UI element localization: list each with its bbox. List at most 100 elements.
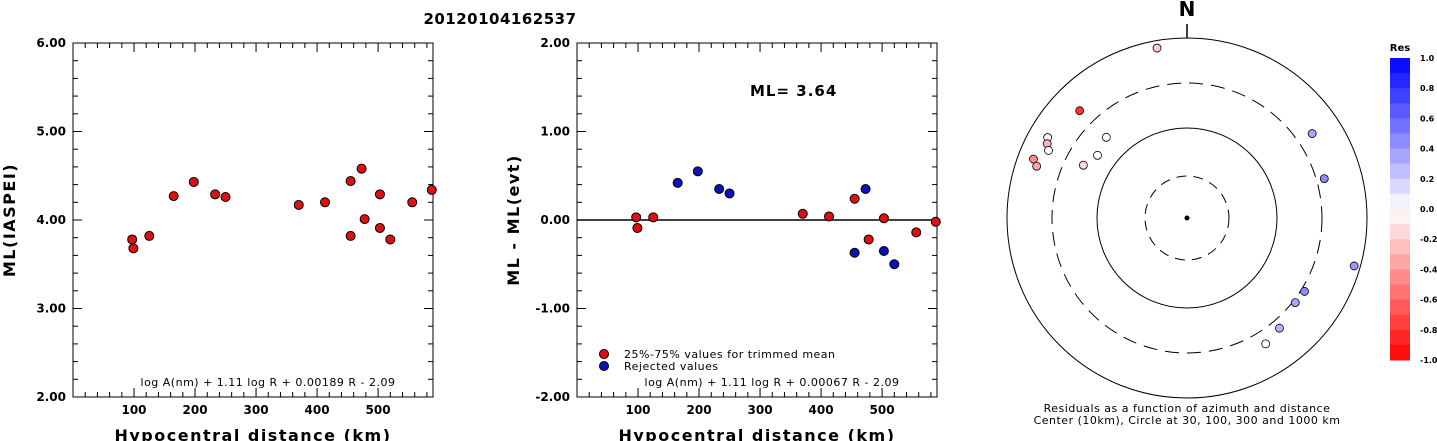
- colorbar-tick-labels: 1.0 0.8 0.6 0.4 0.2 0.0 -0.2 -0.4 -0.6 -0.8 -1.0: [1420, 54, 1437, 365]
- ml-value-label: ML= 3.64: [750, 82, 837, 100]
- x-axis-label: Hypocentral distance (km): [114, 426, 391, 441]
- chart-title: 20120104162537: [423, 10, 576, 28]
- data-point: [889, 259, 900, 270]
- data-point: [714, 184, 725, 195]
- y-tick-label: 0.00: [540, 213, 570, 227]
- axis-ticks: [73, 43, 433, 397]
- data-points: [631, 166, 941, 270]
- colorbar-tick-label: -1.0: [1420, 356, 1437, 365]
- data-point: [293, 199, 304, 210]
- data-point: [407, 197, 418, 208]
- colorbar-cell: [1390, 193, 1410, 210]
- colorbar-cell: [1390, 254, 1410, 270]
- y-tick-label: 2.00: [540, 36, 570, 50]
- data-point: [860, 184, 871, 195]
- colorbar-tick-label: 0.2: [1420, 175, 1434, 184]
- data-point: [863, 234, 874, 245]
- ring-30km: [1144, 175, 1230, 261]
- colorbar-title: Res: [1390, 43, 1410, 54]
- station-point: [1029, 154, 1038, 164]
- formula-label: log A(nm) + 1.11 log R + 0.00189 R - 2.0…: [141, 376, 396, 389]
- colorbar-cell: [1390, 148, 1410, 165]
- data-point: [724, 188, 735, 199]
- legend: 25%-75% values for trimmed mean Rejected…: [599, 348, 836, 373]
- station-point: [1101, 132, 1111, 142]
- y-tick-label: 4.00: [36, 213, 66, 227]
- y-tick-label: 2.00: [36, 390, 66, 404]
- data-point: [426, 184, 437, 195]
- colorbar-cell: [1390, 103, 1410, 119]
- station-point: [1032, 161, 1042, 171]
- data-points: [127, 163, 437, 254]
- data-point: [824, 211, 834, 222]
- colorbar-tick-label: 1.0: [1420, 54, 1435, 63]
- data-point: [220, 191, 231, 202]
- x-tick-label: 100: [121, 403, 146, 417]
- panel-ml-residual: 100 200 300 400 500 -2.00 -1.00 0.00 1.00 2.00 Hy…: [504, 36, 941, 441]
- y-tick-label: 1.00: [540, 125, 570, 139]
- data-point: [374, 222, 385, 233]
- station-point: [1093, 150, 1102, 160]
- data-point: [385, 234, 396, 245]
- y-axis-label: ML(IASPEI): [0, 163, 19, 277]
- legend-label-rejected: Rejected values: [624, 360, 719, 373]
- data-point: [797, 208, 808, 219]
- colorbar-tick-label: 0.6: [1420, 114, 1435, 123]
- data-point: [648, 212, 659, 223]
- plot-frame: [72, 42, 434, 398]
- data-point: [878, 245, 889, 256]
- station-point: [1290, 298, 1300, 307]
- colorbar-tick-label: -0.2: [1420, 235, 1437, 244]
- ring-100km: [1096, 127, 1278, 309]
- axis-ticks: [577, 43, 937, 397]
- colorbar-cell: [1390, 224, 1410, 240]
- colorbar-tick-label: -0.4: [1420, 265, 1437, 274]
- colorbar-cell: [1390, 344, 1410, 361]
- data-point: [374, 189, 385, 200]
- station-point: [1349, 261, 1359, 271]
- colorbar-cell: [1390, 163, 1410, 180]
- data-point: [930, 216, 941, 227]
- data-point: [320, 197, 330, 208]
- x-tick-label: 200: [687, 403, 712, 417]
- colorbar-cell: [1390, 88, 1410, 104]
- data-point: [359, 214, 370, 225]
- x-tick-label: 400: [305, 403, 330, 417]
- polar-caption-line2: Center (10km), Circle at 30, 100, 300 an…: [1034, 414, 1341, 427]
- colorbar-tick-label: -0.8: [1420, 326, 1437, 335]
- x-tick-label: 500: [366, 403, 391, 417]
- legend-label-trimmed: 25%-75% values for trimmed mean: [624, 348, 836, 361]
- colorbar-cell: [1390, 269, 1410, 285]
- data-point: [849, 193, 860, 204]
- x-tick-label: 400: [809, 403, 834, 417]
- x-tick-label: 100: [625, 403, 650, 417]
- y-tick-label: 3.00: [36, 302, 66, 316]
- data-point: [692, 166, 703, 177]
- panel-ml-iaspei: 100 200 300 400 500 2.00 3.00 4.00 5.00 6.00 Hypo…: [0, 36, 437, 441]
- panel-azimuth-residuals: N Residuals as a function of azimuth and…: [1006, 0, 1368, 427]
- data-point: [210, 189, 221, 200]
- colorbar-cell: [1390, 58, 1410, 74]
- data-point: [911, 227, 922, 238]
- data-point: [632, 222, 643, 233]
- station-point: [1275, 323, 1284, 333]
- station-point: [1075, 106, 1085, 116]
- x-tick-label: 300: [748, 403, 773, 417]
- station-point: [1044, 146, 1053, 155]
- station-point: [1319, 174, 1329, 184]
- data-point: [878, 213, 889, 224]
- colorbar-tick-label: -0.6: [1420, 296, 1437, 305]
- data-point: [849, 247, 860, 258]
- polar-caption-line1: Residuals as a function of azimuth and d…: [1044, 402, 1331, 415]
- north-label: N: [1179, 0, 1196, 21]
- station-points: [1029, 43, 1359, 349]
- y-axis-label: ML - ML(evt): [504, 154, 523, 286]
- colorbar-cell: [1390, 284, 1410, 301]
- x-tick-label: 200: [183, 403, 208, 417]
- colorbar-cell: [1390, 178, 1410, 195]
- residual-colorbar: Res 1.0 0.8 0.6 0.4 0.2 0.0 -0.2 -0.4 -0.6 -0.8 -1…: [1390, 43, 1437, 365]
- tick-labels: 100 200 300 400 500 -2.00 -1.00 0.00 1.00 2.00: [535, 36, 894, 417]
- colorbar-tick-label: 0.0: [1420, 205, 1435, 214]
- colorbar-tick-label: 0.4: [1420, 145, 1435, 154]
